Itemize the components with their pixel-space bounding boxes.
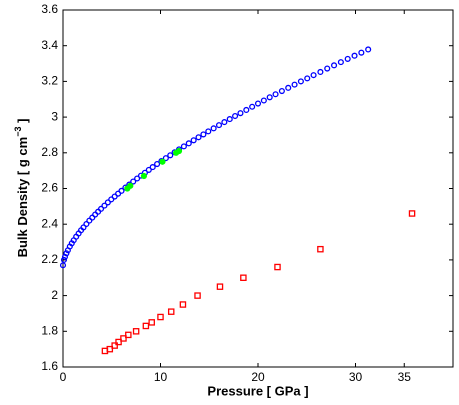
point: [162, 155, 169, 162]
point: [317, 68, 324, 75]
point: [351, 52, 358, 59]
point: [232, 112, 239, 120]
point: [317, 245, 324, 253]
point: [266, 94, 273, 101]
point: [237, 110, 244, 117]
point: [59, 262, 67, 269]
point: [210, 125, 217, 132]
point: [324, 65, 331, 72]
y-axis-label-main: Bulk Density [ g cm: [15, 137, 30, 258]
point: [142, 322, 150, 330]
point: [60, 256, 68, 263]
point: [175, 147, 183, 155]
point: [240, 274, 247, 281]
point: [195, 134, 202, 141]
point: [200, 131, 207, 138]
y-axis-label-sup: −3: [13, 127, 23, 137]
x-axis-label: Pressure [ GPa ]: [207, 383, 308, 398]
point: [104, 199, 111, 206]
point: [179, 301, 187, 308]
point: [83, 220, 90, 228]
y-tick-label: 2.2: [41, 252, 58, 266]
point: [185, 140, 192, 147]
point: [278, 87, 285, 95]
x-tick-label: 10: [154, 370, 168, 384]
y-tick-label: 2: [51, 288, 58, 302]
point: [272, 91, 279, 98]
point: [145, 166, 152, 173]
point: [148, 319, 155, 326]
y-tick-label: 3.2: [41, 74, 58, 88]
point: [63, 250, 70, 257]
point: [408, 210, 416, 217]
point: [205, 128, 212, 135]
point: [97, 205, 105, 212]
point: [344, 55, 351, 62]
point: [285, 84, 292, 91]
point: [157, 313, 164, 321]
point: [337, 59, 344, 66]
x-tick-label: 0: [60, 370, 67, 384]
x-tick-label: 30: [349, 370, 363, 384]
point: [216, 283, 224, 290]
point: [167, 308, 175, 315]
point: [111, 342, 118, 349]
point: [167, 152, 174, 159]
point: [127, 182, 134, 189]
point: [190, 137, 197, 144]
point: [358, 49, 365, 56]
x-tick-label: 35: [398, 370, 412, 384]
point: [291, 81, 298, 88]
y-tick-label: 2.8: [41, 145, 58, 159]
point: [159, 158, 166, 165]
point: [221, 119, 228, 126]
point: [254, 100, 262, 107]
y-tick-label: 3.4: [41, 38, 58, 52]
x-tick-label: 20: [251, 370, 265, 384]
point: [106, 345, 114, 353]
point: [194, 292, 201, 299]
point: [249, 103, 256, 110]
point: [149, 164, 156, 171]
point: [365, 46, 372, 53]
y-tick-label: 3.6: [41, 2, 58, 16]
point: [297, 78, 304, 85]
y-tick-label: 2.4: [41, 216, 58, 230]
point: [310, 72, 317, 79]
point: [154, 160, 161, 168]
point: [132, 328, 140, 335]
point: [274, 263, 281, 271]
y-tick-label: 1.6: [41, 359, 58, 373]
point: [180, 143, 187, 150]
point: [260, 97, 267, 104]
point: [120, 335, 127, 342]
y-tick-label: 3: [51, 109, 58, 123]
y-axis-label-end: ]: [15, 119, 30, 127]
point: [140, 172, 148, 180]
point: [134, 175, 141, 182]
point: [304, 75, 311, 82]
y-tick-label: 1.8: [41, 323, 58, 337]
point: [101, 202, 108, 209]
point: [330, 62, 338, 69]
point: [215, 122, 223, 129]
point: [243, 106, 250, 114]
point: [125, 331, 132, 339]
point: [130, 178, 137, 185]
point: [80, 224, 87, 231]
point: [226, 116, 233, 123]
y-tick-label: 2.6: [41, 181, 58, 195]
point: [118, 187, 125, 194]
point: [115, 338, 122, 346]
y-axis-label: Bulk Density [ g cm−3 ]: [13, 119, 30, 258]
